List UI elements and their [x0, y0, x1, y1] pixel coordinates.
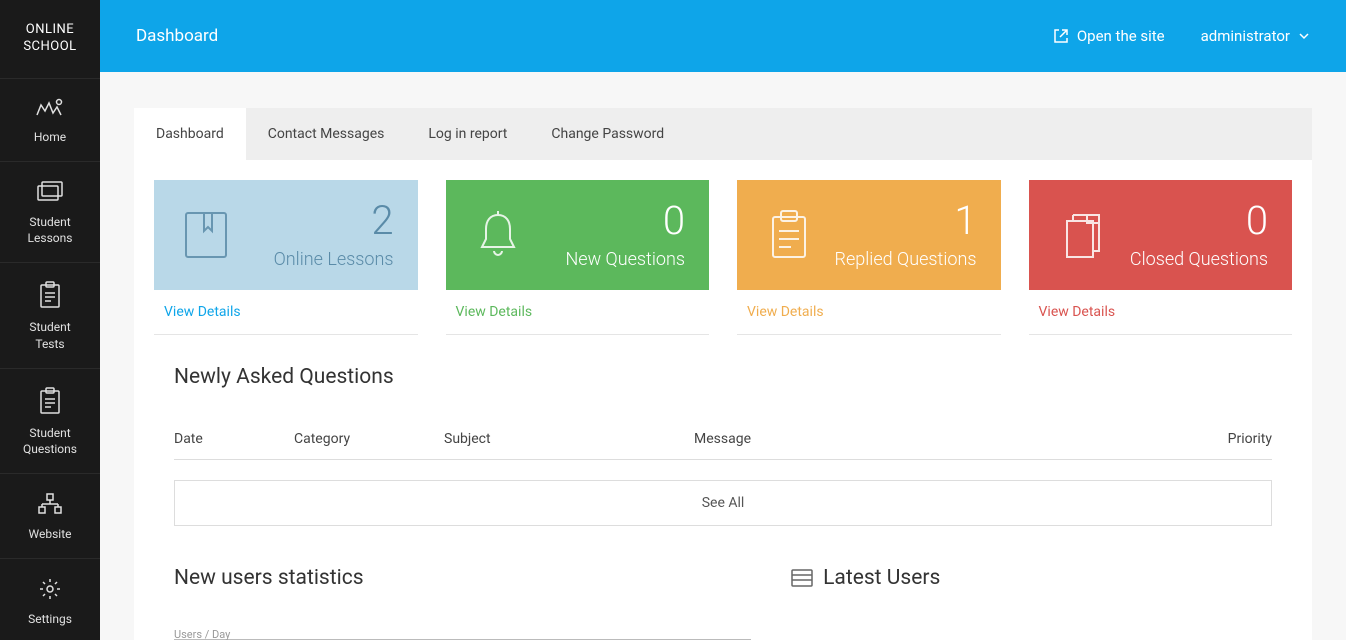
open-site-link[interactable]: Open the site: [1053, 27, 1165, 45]
tab-change-password[interactable]: Change Password: [529, 108, 686, 160]
chevron-down-icon: [1298, 30, 1310, 42]
col-date: Date: [174, 431, 294, 447]
book-icon: [178, 207, 234, 263]
view-details-link[interactable]: View Details: [737, 290, 1001, 335]
brand-logo: ONLINE SCHOOL: [0, 0, 100, 78]
user-menu[interactable]: administrator: [1201, 27, 1310, 45]
sidebar-item-lessons[interactable]: Student Lessons: [0, 161, 100, 262]
main-area: Dashboard Open the site administrator Da…: [100, 0, 1346, 640]
lessons-icon: [35, 180, 65, 204]
card-label: Replied Questions: [817, 249, 977, 270]
latest-users-section: Latest Users: [791, 566, 1272, 640]
sidebar-item-label: Website: [5, 526, 95, 542]
card-new-questions: 0 New Questions View Details: [446, 180, 710, 335]
tab-login-report[interactable]: Log in report: [406, 108, 529, 160]
tabs: Dashboard Contact Messages Log in report…: [134, 108, 1312, 160]
sidebar-item-website[interactable]: Website: [0, 473, 100, 558]
tab-panel: 2 Online Lessons View Details: [134, 160, 1312, 640]
sidebar-item-label: Settings: [5, 611, 95, 627]
col-message: Message: [694, 431, 1192, 447]
stats-title: New users statistics: [174, 566, 751, 590]
brand-line1: ONLINE: [10, 22, 90, 39]
card-label: New Questions: [526, 249, 686, 270]
table-header: Date Category Subject Message Priority: [174, 419, 1272, 460]
sidebar-item-label: Home: [5, 129, 95, 145]
tab-dashboard[interactable]: Dashboard: [134, 108, 246, 160]
sidebar: ONLINE SCHOOL Home Student Lessons: [0, 0, 100, 640]
card-value: 1: [817, 201, 977, 241]
col-subject: Subject: [444, 431, 694, 447]
questions-table: Date Category Subject Message Priority: [174, 419, 1272, 460]
questions-icon: [38, 387, 62, 415]
sidebar-item-settings[interactable]: Settings: [0, 558, 100, 643]
card-value: 0: [1109, 201, 1269, 241]
sidebar-item-tests[interactable]: Student Tests: [0, 262, 100, 367]
sidebar-item-label: Student Lessons: [5, 214, 95, 246]
see-all-button[interactable]: See All: [174, 480, 1272, 526]
questions-section: Newly Asked Questions Date Category Subj…: [134, 335, 1312, 526]
sidebar-item-label: Student Tests: [5, 319, 95, 351]
sidebar-item-questions[interactable]: Student Questions: [0, 368, 100, 473]
chart-axis-label: Users / Day: [174, 628, 751, 640]
questions-title: Newly Asked Questions: [174, 365, 1272, 389]
card-value: 2: [234, 201, 394, 241]
card-label: Online Lessons: [234, 249, 394, 270]
home-icon: [35, 97, 65, 119]
tests-icon: [38, 281, 62, 309]
stats-section: New users statistics Users / Day: [174, 566, 751, 640]
open-site-label: Open the site: [1077, 27, 1165, 45]
tab-contact-messages[interactable]: Contact Messages: [246, 108, 407, 160]
external-link-icon: [1053, 28, 1069, 44]
card-label: Closed Questions: [1109, 249, 1269, 270]
sidebar-item-label: Student Questions: [5, 425, 95, 457]
bell-icon: [470, 207, 526, 263]
card-value: 0: [526, 201, 686, 241]
brand-line2: SCHOOL: [10, 39, 90, 56]
topbar: Dashboard Open the site administrator: [100, 0, 1346, 72]
bottom-row: New users statistics Users / Day Latest …: [134, 526, 1312, 640]
website-icon: [36, 492, 64, 516]
list-icon: [791, 569, 813, 587]
user-name: administrator: [1201, 27, 1290, 45]
settings-icon: [38, 577, 62, 601]
card-closed-questions: 0 Closed Questions View Details: [1029, 180, 1293, 335]
files-icon: [1053, 207, 1109, 263]
clipboard-icon: [761, 207, 817, 263]
stat-cards: 2 Online Lessons View Details: [134, 180, 1312, 335]
col-priority: Priority: [1192, 431, 1272, 447]
view-details-link[interactable]: View Details: [1029, 290, 1293, 335]
card-replied-questions: 1 Replied Questions View Details: [737, 180, 1001, 335]
page-title: Dashboard: [136, 26, 218, 46]
card-online-lessons: 2 Online Lessons View Details: [154, 180, 418, 335]
view-details-link[interactable]: View Details: [446, 290, 710, 335]
sidebar-item-home[interactable]: Home: [0, 78, 100, 161]
latest-users-title: Latest Users: [791, 566, 1272, 590]
content: Dashboard Contact Messages Log in report…: [100, 72, 1346, 640]
view-details-link[interactable]: View Details: [154, 290, 418, 335]
col-category: Category: [294, 431, 444, 447]
